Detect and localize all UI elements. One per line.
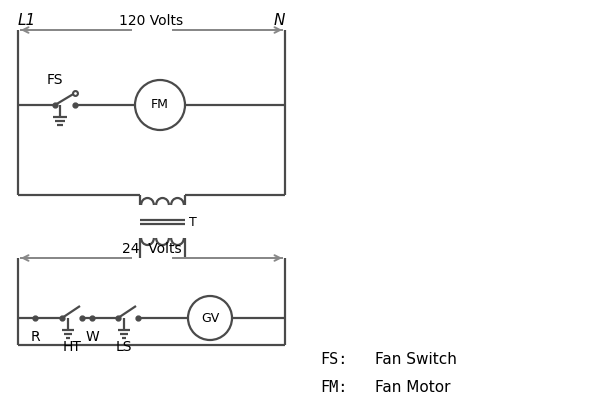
Text: Fan Motor: Fan Motor xyxy=(375,380,451,396)
Text: HT: HT xyxy=(63,340,81,354)
Text: FS: FS xyxy=(47,73,63,87)
Text: L1: L1 xyxy=(18,13,36,28)
Text: GV: GV xyxy=(201,312,219,324)
Text: N: N xyxy=(274,13,285,28)
Text: FS:: FS: xyxy=(320,352,348,368)
Text: Fan Switch: Fan Switch xyxy=(375,352,457,368)
Text: T: T xyxy=(189,216,196,228)
Text: 24  Volts: 24 Volts xyxy=(122,242,181,256)
Text: FM: FM xyxy=(151,98,169,112)
Text: R: R xyxy=(30,330,40,344)
Text: 120 Volts: 120 Volts xyxy=(119,14,183,28)
Text: W: W xyxy=(85,330,99,344)
Text: FM:: FM: xyxy=(320,380,348,396)
Text: LS: LS xyxy=(116,340,132,354)
